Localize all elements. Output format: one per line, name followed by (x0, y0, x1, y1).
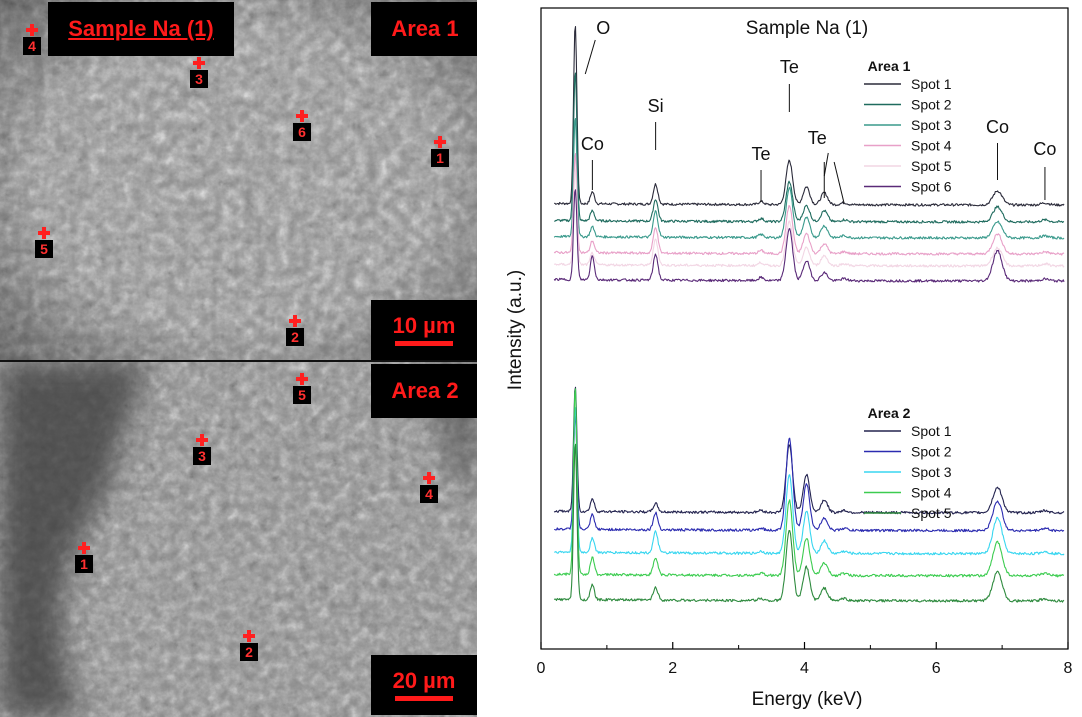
cross-marker-icon (192, 56, 206, 70)
cross-marker-icon (295, 109, 309, 123)
spot-number: 4 (23, 37, 41, 55)
x-tick-label: 8 (1064, 660, 1073, 677)
peak-label: Co (581, 134, 604, 154)
spot-marker-2: 2 (285, 314, 305, 348)
x-axis-label: Energy (keV) (752, 689, 863, 710)
spot-marker-3: 3 (192, 433, 212, 467)
peak-pointer-line (823, 152, 829, 177)
spot-marker-6: 6 (292, 109, 312, 143)
legend-entry: Spot 6 (911, 179, 952, 195)
panel-divider (0, 360, 477, 362)
sem-texture-area-1 (0, 0, 477, 360)
legend-entry: Spot 4 (911, 485, 952, 501)
spectrum-line (553, 153, 1065, 256)
peak-label: Co (1033, 139, 1056, 159)
legend-entry: Spot 1 (911, 423, 952, 439)
y-axis-label: Intensity (a.u.) (505, 270, 526, 390)
sem-texture-area-2 (0, 362, 477, 717)
spectrum-line (553, 386, 1065, 515)
x-tick-label: 4 (800, 660, 809, 677)
spot-marker-2: 2 (239, 629, 259, 663)
legend-entry: Spot 1 (911, 76, 952, 92)
cross-marker-icon (433, 135, 447, 149)
spectrum-line (553, 117, 1065, 240)
area-1-label: Area 1 (371, 2, 477, 56)
spectrum-line (553, 168, 1065, 268)
eds-spectrum-chart: Sample Na (1) Energy (keV) Intensity (a.… (505, 7, 1073, 710)
peak-label: Te (780, 57, 799, 77)
spot-number: 2 (286, 328, 304, 346)
scale-bar-area-1: 10 µm (371, 300, 477, 360)
cross-marker-icon (295, 372, 309, 386)
legend-entry: Spot 3 (911, 117, 952, 133)
cross-marker-icon (242, 629, 256, 643)
spot-marker-1: 1 (430, 135, 450, 169)
spectrum-line (554, 26, 1065, 207)
spot-marker-5: 5 (292, 372, 312, 406)
x-tick-label: 6 (932, 660, 941, 677)
legend-entry: Spot 3 (911, 464, 952, 480)
sem-image-area-1: Sample Na (1) Area 1 10 µm 4 3 6 1 5 2 (0, 0, 477, 360)
scale-bar-line (395, 695, 453, 701)
cross-marker-icon (77, 541, 91, 555)
sem-image-area-2: Area 2 20 µm 5 3 4 1 2 (0, 362, 477, 717)
legend-title: Area 1 (868, 58, 911, 74)
spot-number: 5 (293, 386, 311, 404)
x-tick-label: 0 (537, 660, 546, 677)
peak-label: Co (986, 117, 1009, 137)
peak-label: O (596, 18, 610, 38)
peak-label: Si (648, 96, 664, 116)
cross-marker-icon (25, 23, 39, 37)
legend-entry: Spot 5 (911, 158, 952, 174)
cross-marker-icon (288, 314, 302, 328)
peak-label: Te (752, 144, 771, 164)
spectrum-line (553, 388, 1065, 578)
spot-number: 3 (193, 447, 211, 465)
peak-pointer-line (833, 161, 845, 204)
spot-number: 6 (293, 123, 311, 141)
scale-bar-label: 20 µm (392, 667, 456, 693)
spot-number: 2 (240, 643, 258, 661)
spectrum-line (554, 72, 1065, 224)
cross-marker-icon (195, 433, 209, 447)
spot-number: 4 (420, 485, 438, 503)
legend-entry: Spot 2 (911, 97, 952, 113)
peak-labels: O Co Si Te Te Te Co Co (581, 18, 1056, 204)
scale-bar-area-2: 20 µm (371, 655, 477, 715)
x-axis-ticks: 0 2 4 6 8 (537, 642, 1073, 677)
spectra-layer (553, 26, 1065, 603)
scale-bar-label: 10 µm (392, 312, 456, 338)
sample-title-label: Sample Na (1) (48, 2, 234, 56)
spot-number: 3 (190, 70, 208, 88)
spot-marker-5: 5 (34, 226, 54, 260)
peak-label: Te (808, 128, 827, 148)
peak-pointer-line (584, 39, 596, 75)
spot-marker-4: 4 (419, 471, 439, 505)
x-tick-label: 2 (668, 660, 677, 677)
legend-entry: Spot 2 (911, 444, 952, 460)
spot-marker-1: 1 (74, 541, 94, 575)
spot-number: 1 (75, 555, 93, 573)
spectrum-line (553, 443, 1065, 603)
cross-marker-icon (422, 471, 436, 485)
legend-title: Area 2 (868, 405, 911, 421)
spot-marker-3: 3 (189, 56, 209, 90)
legend-entry: Spot 5 (911, 505, 952, 521)
spot-number: 5 (35, 240, 53, 258)
scale-bar-line (395, 340, 453, 346)
spectrum-line (554, 415, 1065, 533)
spot-marker-4: 4 (22, 23, 42, 57)
cross-marker-icon (37, 226, 51, 240)
spot-number: 1 (431, 149, 449, 167)
spectrum-line (553, 189, 1065, 283)
legend-entry: Spot 4 (911, 138, 952, 154)
area-2-label: Area 2 (371, 364, 477, 418)
chart-title: Sample Na (1) (746, 18, 869, 39)
spectrum-line (554, 407, 1065, 556)
